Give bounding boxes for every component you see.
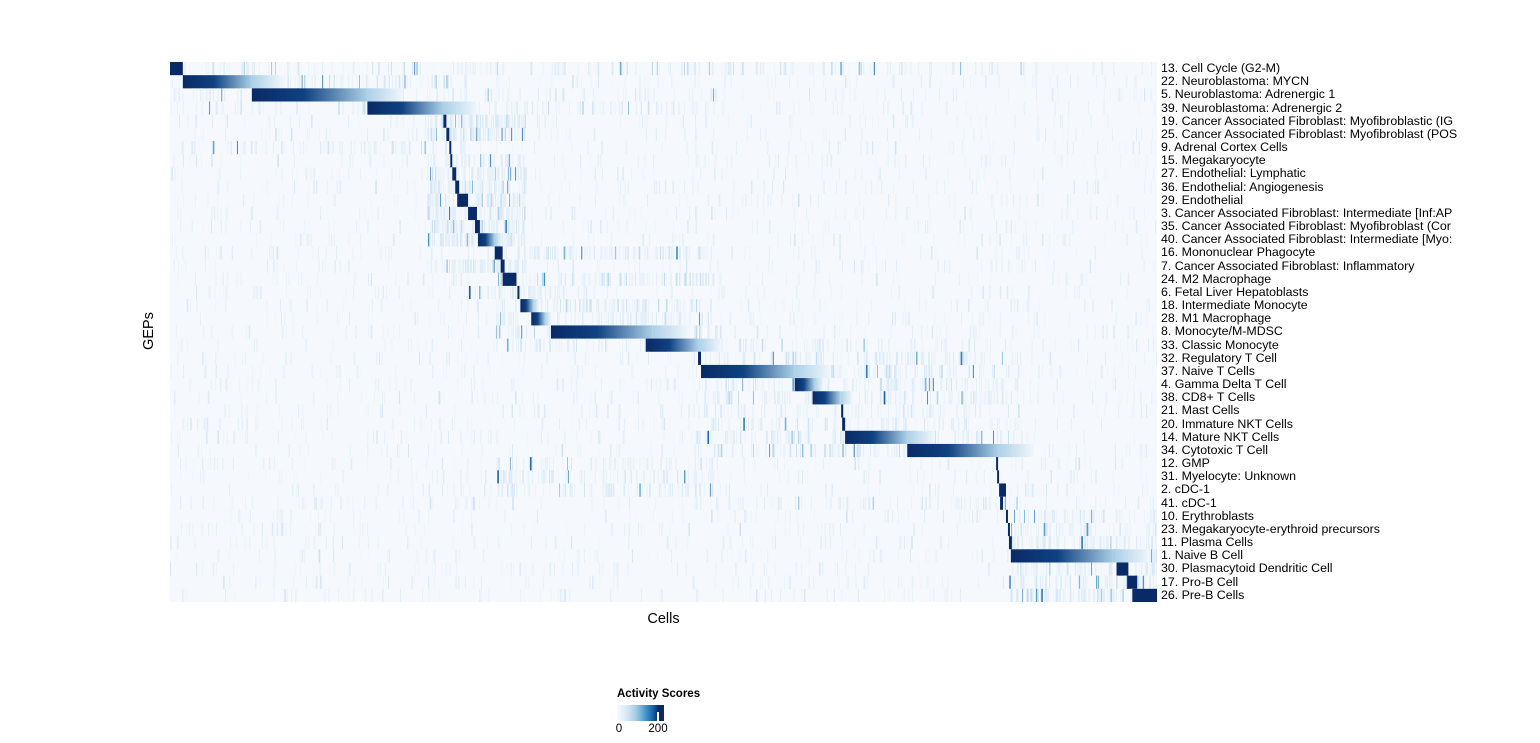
row-label: 10. Erythroblasts — [1161, 508, 1254, 523]
row-label: 8. Monocyte/M-MDSC — [1161, 324, 1283, 339]
row-label: 36. Endothelial: Angiogenesis — [1161, 179, 1324, 194]
row-label: 15. Megakaryocyte — [1161, 153, 1266, 168]
legend-tick-labels: 0 200 — [615, 723, 697, 737]
row-label: 38. CD8+ T Cells — [1161, 390, 1256, 405]
row-label: 5. Neuroblastoma: Adrenergic 1 — [1161, 87, 1336, 102]
row-label: 1. Naive B Cell — [1161, 548, 1243, 563]
row-label: 3. Cancer Associated Fibroblast: Interme… — [1161, 205, 1453, 220]
row-label: 31. Myelocyte: Unknown — [1161, 469, 1296, 484]
y-axis-title: GEPs — [141, 312, 157, 350]
x-axis-title: Cells — [647, 611, 680, 627]
row-label: 17. Pro-B Cell — [1161, 574, 1239, 589]
row-label: 6. Fetal Liver Hepatoblasts — [1161, 284, 1309, 299]
row-label: 12. GMP — [1161, 456, 1210, 471]
legend-title: Activity Scores — [617, 688, 701, 700]
row-label: 33. Classic Monocyte — [1161, 337, 1279, 352]
row-label: 30. Plasmacytoid Dendritic Cell — [1161, 561, 1333, 576]
row-label: 4. Gamma Delta T Cell — [1161, 377, 1287, 392]
row-label: 24. M2 Macrophage — [1161, 271, 1272, 286]
row-label: 29. Endothelial — [1161, 192, 1243, 207]
row-label: 11. Plasma Cells — [1161, 535, 1254, 550]
row-label: 9. Adrenal Cortex Cells — [1161, 140, 1288, 155]
row-label: 37. Naive T Cells — [1161, 363, 1255, 378]
row-label: 14. Mature NKT Cells — [1161, 429, 1280, 444]
row-label: 34. Cytotoxic T Cell — [1161, 442, 1268, 457]
row-label: 20. Immature NKT Cells — [1161, 416, 1293, 431]
legend-tick-mark-200 — [657, 712, 659, 721]
row-label: 41. cDC-1 — [1161, 495, 1217, 510]
row-label: 2. cDC-1 — [1161, 482, 1210, 497]
row-label: 18. Intermediate Monocyte — [1161, 298, 1308, 313]
colorbar-legend: Activity Scores 0 200 — [615, 688, 737, 740]
legend-gradient-bar-wrap — [617, 705, 664, 721]
heatmap-plot-area — [170, 62, 1157, 602]
row-label: 22. Neuroblastoma: MYCN — [1161, 74, 1310, 89]
row-label: 32. Regulatory T Cell — [1161, 350, 1277, 365]
row-label: 25. Cancer Associated Fibroblast: Myofib… — [1161, 126, 1458, 141]
row-label: 19. Cancer Associated Fibroblast: Myofib… — [1161, 113, 1453, 128]
legend-tick-label-0: 0 — [615, 723, 623, 735]
row-label: 13. Cell Cycle (G2-M) — [1161, 61, 1281, 75]
row-label: 27. Endothelial: Lymphatic — [1161, 166, 1306, 181]
row-label: 16. Mononuclear Phagocyte — [1161, 245, 1316, 260]
row-label: 7. Cancer Associated Fibroblast: Inflamm… — [1161, 258, 1415, 273]
row-label: 21. Mast Cells — [1161, 403, 1240, 418]
gep-row-labels: 13. Cell Cycle (G2-M) 22. Neuroblastoma: … — [1161, 61, 1540, 602]
legend-tick-label-200: 200 — [648, 723, 668, 735]
row-label: 40. Cancer Associated Fibroblast: Interm… — [1161, 232, 1453, 247]
row-label: 23. Megakaryocyte-erythroid precursors — [1161, 521, 1380, 536]
row-label: 28. M1 Macrophage — [1161, 311, 1272, 326]
row-label: 39. Neuroblastoma: Adrenergic 2 — [1161, 100, 1343, 115]
row-label: 26. Pre-B Cells — [1161, 587, 1245, 602]
legend-gradient-bar — [617, 705, 664, 721]
row-label: 35. Cancer Associated Fibroblast: Myofib… — [1161, 219, 1451, 234]
